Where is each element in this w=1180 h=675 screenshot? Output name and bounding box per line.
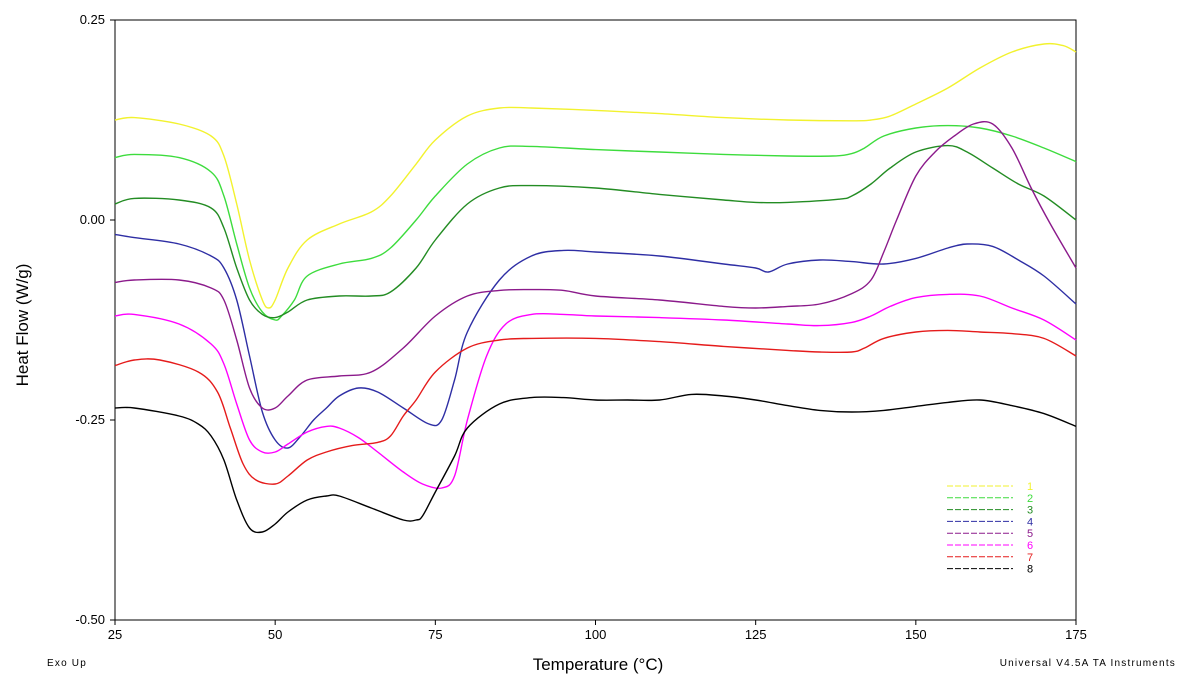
legend-label-7: 7: [1027, 552, 1033, 564]
x-tick-label: 25: [108, 627, 122, 642]
y-axis: -0.50 -0.25 0.00 0.25: [75, 12, 115, 627]
y-tick-label: 0.00: [80, 212, 105, 227]
y-axis-title: Heat Flow (W/g): [13, 264, 32, 387]
legend-label-8: 8: [1027, 564, 1033, 576]
legend-label-3: 3: [1027, 505, 1033, 517]
legend-label-1: 1: [1027, 481, 1033, 493]
legend-label-4: 4: [1027, 516, 1033, 528]
x-tick-label: 125: [745, 627, 767, 642]
series-line-7: [114, 329, 1077, 485]
series-line-1: [114, 42, 1077, 309]
instrument-label: Universal V4.5A TA Instruments: [1000, 658, 1176, 669]
series-line-3: [114, 144, 1077, 319]
x-axis: 25 50 75 100 125 150 175: [108, 620, 1087, 642]
exo-up-label: Exo Up: [47, 658, 87, 669]
x-tick-label: 75: [428, 627, 442, 642]
legend-label-5: 5: [1027, 528, 1033, 540]
series-line-8: [114, 393, 1077, 534]
series-line-6: [114, 293, 1077, 490]
y-tick-label: -0.25: [75, 412, 105, 427]
series-line-5: [114, 121, 1077, 411]
legend-label-6: 6: [1027, 540, 1033, 552]
y-tick-label: -0.50: [75, 612, 105, 627]
x-axis-title: Temperature (°C): [533, 655, 664, 674]
x-tick-label: 100: [585, 627, 607, 642]
series-line-2: [114, 124, 1077, 321]
x-tick-label: 150: [905, 627, 927, 642]
series-layer: [114, 42, 1077, 534]
x-tick-label: 175: [1065, 627, 1087, 642]
x-tick-label: 50: [268, 627, 282, 642]
series-line-4: [114, 233, 1077, 449]
y-tick-label: 0.25: [80, 12, 105, 27]
legend-label-2: 2: [1027, 493, 1033, 505]
